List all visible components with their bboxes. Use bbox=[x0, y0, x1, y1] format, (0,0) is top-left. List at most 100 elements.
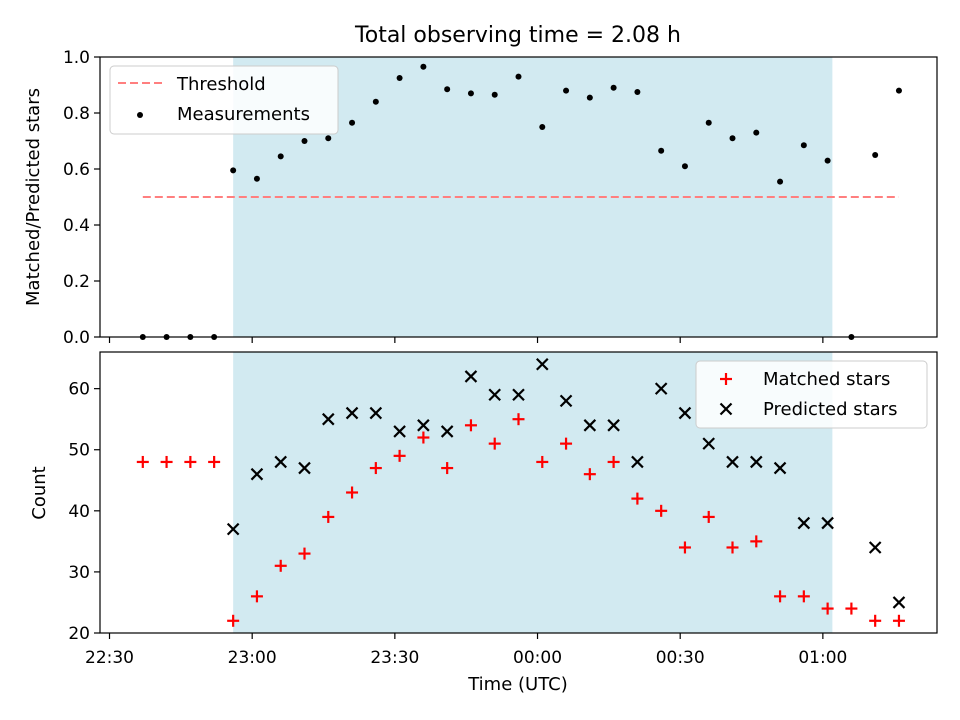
predicted-point bbox=[393, 425, 406, 438]
top-y-axis-label: Matched/Predicted stars bbox=[23, 88, 44, 306]
legend-predicted-swatch bbox=[719, 402, 733, 416]
predicted-point bbox=[512, 388, 525, 402]
top-y-tick-label: 0.4 bbox=[63, 216, 90, 236]
matched-point bbox=[726, 541, 739, 554]
measurement-point bbox=[420, 63, 427, 70]
predicted-point bbox=[750, 455, 763, 469]
top-legend bbox=[109, 65, 339, 135]
legend-measurement-swatch bbox=[137, 112, 143, 118]
measurement-point bbox=[491, 91, 498, 98]
matched-point bbox=[655, 504, 668, 517]
measurement-point bbox=[800, 142, 807, 149]
predicted-point bbox=[821, 516, 834, 530]
measurement-point bbox=[610, 84, 617, 91]
predicted-point bbox=[321, 412, 335, 426]
bottom-frame bbox=[99, 351, 938, 634]
predicted-point bbox=[868, 541, 882, 554]
bottom-y-tick-label: 50 bbox=[68, 441, 90, 461]
measurement-point bbox=[824, 157, 831, 164]
matched-point bbox=[298, 547, 311, 560]
predicted-point bbox=[274, 455, 287, 469]
measurement-point bbox=[729, 135, 736, 142]
predicted-point bbox=[345, 406, 359, 420]
matched-point bbox=[488, 437, 501, 450]
measurement-point bbox=[539, 124, 546, 130]
bottom-y-tick-label: 60 bbox=[68, 380, 90, 400]
measurement-point bbox=[586, 94, 593, 101]
top-y-tick-label: 0.8 bbox=[63, 104, 90, 124]
predicted-point bbox=[440, 425, 454, 438]
matched-point bbox=[631, 492, 644, 505]
measurement-point bbox=[372, 98, 379, 105]
predicted-point bbox=[488, 388, 501, 402]
matched-point bbox=[136, 455, 149, 468]
measurement-point bbox=[277, 153, 284, 160]
measurement-point bbox=[658, 147, 665, 154]
measurement-point bbox=[396, 75, 403, 81]
predicted-point bbox=[702, 437, 716, 450]
predicted-point bbox=[536, 357, 549, 371]
legend-predicted-label: Predicted stars bbox=[763, 399, 897, 420]
top-y-tick-label: 0.0 bbox=[63, 328, 90, 348]
predicted-point bbox=[726, 455, 739, 469]
matched-point bbox=[417, 431, 430, 444]
bottom-x-tick-label: 00:00 bbox=[513, 648, 562, 668]
matched-point bbox=[369, 462, 382, 475]
predicted-point bbox=[464, 370, 478, 383]
predicted-point bbox=[417, 419, 430, 432]
predicted-point bbox=[773, 461, 787, 475]
predicted-point bbox=[298, 461, 311, 475]
predicted-point bbox=[369, 406, 383, 420]
top-y-tick-label: 0.2 bbox=[63, 272, 90, 292]
measurement-point bbox=[705, 119, 712, 126]
bottom-y-tick-label: 30 bbox=[68, 563, 90, 583]
bottom-y-tick-label: 40 bbox=[68, 502, 90, 522]
matched-point bbox=[322, 510, 335, 523]
matched-point bbox=[441, 462, 454, 475]
predicted-point bbox=[559, 394, 573, 408]
measurement-point bbox=[444, 86, 451, 93]
bottom-x-tick-label: 01:00 bbox=[798, 648, 847, 668]
predicted-point bbox=[607, 419, 620, 432]
predicted-point bbox=[678, 406, 692, 420]
bottom-y-axis-label: Count bbox=[29, 466, 50, 519]
measurement-point bbox=[349, 119, 356, 126]
top-y-tick-label: 0.6 bbox=[63, 160, 90, 180]
matched-point bbox=[678, 541, 691, 554]
measurement-point bbox=[301, 138, 308, 144]
measurement-point bbox=[253, 175, 260, 182]
matched-point bbox=[184, 455, 197, 468]
measurement-point bbox=[515, 73, 522, 80]
matched-point bbox=[750, 535, 763, 548]
matched-point bbox=[869, 614, 882, 627]
predicted-point bbox=[583, 419, 597, 432]
matched-point bbox=[464, 419, 477, 432]
legend-threshold-label: Threshold bbox=[176, 74, 266, 95]
measurement-point bbox=[563, 87, 570, 94]
predicted-point bbox=[226, 522, 240, 536]
measurement-point bbox=[467, 90, 474, 97]
measurement-point bbox=[777, 178, 784, 185]
predicted-point bbox=[250, 467, 264, 481]
matched-point bbox=[227, 614, 240, 627]
matched-point bbox=[512, 413, 525, 426]
matched-point bbox=[702, 510, 715, 523]
matched-point bbox=[774, 590, 787, 603]
bottom-x-tick-label: 00:30 bbox=[656, 648, 705, 668]
predicted-point bbox=[797, 516, 811, 530]
matched-point bbox=[346, 486, 359, 499]
x-axis-label: Time (UTC) bbox=[467, 674, 568, 695]
matched-point bbox=[250, 590, 263, 603]
top-frame bbox=[99, 56, 938, 338]
legend-matched-label: Matched stars bbox=[763, 369, 890, 390]
chart-title: Total observing time = 2.08 h bbox=[354, 23, 681, 48]
matched-point bbox=[393, 449, 406, 462]
matched-point bbox=[536, 455, 549, 468]
bottom-y-tick-label: 20 bbox=[68, 624, 90, 644]
bottom-x-tick-label: 22:30 bbox=[85, 648, 134, 668]
matched-point bbox=[892, 614, 905, 627]
bottom-x-tick-label: 23:30 bbox=[370, 648, 419, 668]
matched-point bbox=[845, 602, 858, 615]
measurement-point bbox=[230, 167, 237, 174]
